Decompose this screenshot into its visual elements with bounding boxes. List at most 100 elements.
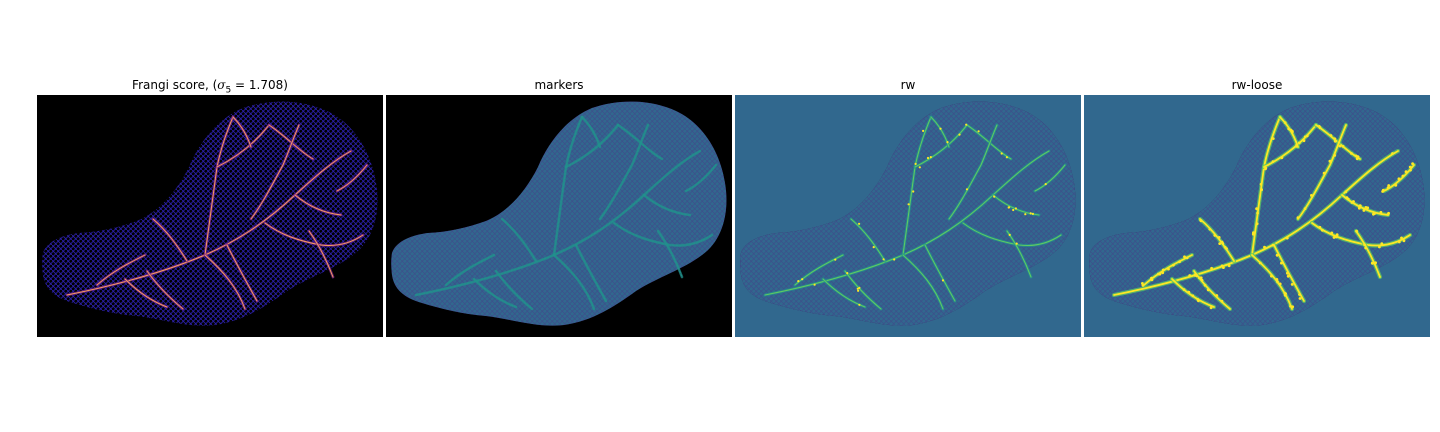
segmentation-spot xyxy=(1286,237,1289,240)
segmentation-spot xyxy=(1403,239,1406,242)
segmentation-spot xyxy=(1151,278,1154,281)
segmentation-spot xyxy=(1178,260,1181,263)
segmentation-spot xyxy=(1259,262,1262,265)
segmentation-spot xyxy=(1355,230,1358,233)
segmentation-spot xyxy=(930,156,932,158)
segmentation-spot xyxy=(1405,170,1408,173)
segmentation-spot xyxy=(1162,269,1165,272)
segmentation-spot xyxy=(1381,190,1384,193)
segmentation-spot xyxy=(1272,244,1275,247)
segmentation-spot xyxy=(1197,299,1200,302)
segmentation-spot xyxy=(1272,137,1275,140)
segmentation-spot xyxy=(1256,212,1259,215)
segmentation-spot xyxy=(946,141,948,143)
segmentation-spot xyxy=(1195,274,1198,277)
segmentation-spot xyxy=(942,279,944,281)
segmentation-spot xyxy=(1015,207,1017,209)
segmentation-spot xyxy=(1280,262,1283,265)
segmentation-spot xyxy=(1297,216,1300,219)
segmentation-spot xyxy=(1289,305,1292,308)
segmentation-spot xyxy=(1400,237,1403,240)
segmentation-spot xyxy=(939,128,941,130)
segmentation-spot xyxy=(1191,294,1194,297)
segmentation-spot xyxy=(1252,231,1255,234)
segmentation-spot xyxy=(1045,183,1047,185)
segmentation-spot xyxy=(1260,188,1263,191)
segmentation-spot xyxy=(1330,232,1333,235)
segmentation-spot xyxy=(1295,143,1298,146)
segmentation-spot xyxy=(1344,190,1347,193)
segmentation-spot xyxy=(1359,204,1362,207)
panel-title-rw: rw xyxy=(735,77,1081,95)
segmentation-spot xyxy=(1374,261,1377,264)
panel-rw-loose: rw-loose xyxy=(1084,77,1430,337)
segmentation-spot xyxy=(1391,152,1394,155)
segmentation-spot xyxy=(912,190,914,192)
segmentation-spot xyxy=(1270,275,1273,278)
segmentation-spot xyxy=(1363,243,1366,246)
segmentation-spot xyxy=(1323,172,1326,175)
segmentation-spot xyxy=(1183,255,1186,258)
segmentation-spot xyxy=(1387,212,1390,215)
segmentation-spot xyxy=(1207,289,1210,292)
segmentation-spot xyxy=(1210,306,1213,309)
segmentation-spot xyxy=(1329,160,1332,163)
segmentation-spot xyxy=(1394,184,1397,187)
segmentation-spot xyxy=(1303,139,1306,142)
segmentation-spot xyxy=(1221,300,1224,303)
segmentation-spot xyxy=(857,290,859,292)
segmentation-spot xyxy=(965,124,967,126)
segmentation-spot xyxy=(1255,207,1258,210)
segmentation-spot xyxy=(1016,243,1018,245)
segmentation-spot xyxy=(1218,236,1221,239)
segmentation-spot xyxy=(1321,229,1324,232)
segmentation-spot xyxy=(1411,162,1414,165)
segmentation-spot xyxy=(1409,166,1412,169)
segmentation-spot xyxy=(958,134,960,136)
segmentation-spot xyxy=(1142,284,1145,287)
segmentation-spot xyxy=(1350,152,1353,155)
segmentation-spot xyxy=(1298,293,1301,296)
segmentation-spot xyxy=(1263,246,1266,249)
segmentation-spot xyxy=(1256,222,1259,225)
segmentation-spot xyxy=(1378,246,1381,249)
segmentation-spot xyxy=(1199,219,1202,222)
segmentation-spot xyxy=(1284,121,1287,124)
segmentation-spot xyxy=(1221,265,1224,268)
segmentation-spot xyxy=(1402,175,1405,178)
segmentation-spot xyxy=(1319,226,1322,229)
segmentation-spot xyxy=(978,130,980,132)
segmentation-spot xyxy=(1012,209,1014,211)
segmentation-spot xyxy=(1210,267,1213,270)
markers-image xyxy=(386,95,732,337)
segmentation-spot xyxy=(1172,264,1175,267)
segmentation-spot xyxy=(1398,177,1401,180)
segmentation-spot xyxy=(908,203,910,205)
segmentation-spot xyxy=(1276,281,1279,284)
segmentation-spot xyxy=(1352,200,1355,203)
segmentation-spot xyxy=(1200,276,1203,279)
segmentation-spot xyxy=(1306,134,1309,137)
rw-loose-image xyxy=(1084,95,1430,337)
segmentation-spot xyxy=(1333,236,1336,239)
panel-frangi-score: Frangi score, (σ5 = 1.708) xyxy=(37,77,383,337)
segmentation-spot xyxy=(1318,125,1321,128)
segmentation-spot xyxy=(1347,198,1350,201)
segmentation-spot xyxy=(1260,183,1263,186)
segmentation-spot xyxy=(1334,140,1337,143)
segmentation-spot xyxy=(1186,256,1189,259)
rw-image xyxy=(735,95,1081,337)
segmentation-spot xyxy=(1291,283,1294,286)
segmentation-spot xyxy=(797,280,799,282)
segmentation-spot xyxy=(1281,156,1284,159)
segmentation-spot xyxy=(1221,242,1224,245)
segmentation-spot xyxy=(1213,234,1216,237)
frangi-score-image xyxy=(37,95,383,337)
segmentation-spot xyxy=(993,196,995,198)
segmentation-spot xyxy=(834,259,836,261)
segmentation-spot xyxy=(1006,156,1008,158)
segmentation-spot xyxy=(1286,272,1289,275)
segmentation-spot xyxy=(1024,213,1026,215)
segmentation-spot xyxy=(1009,234,1011,236)
